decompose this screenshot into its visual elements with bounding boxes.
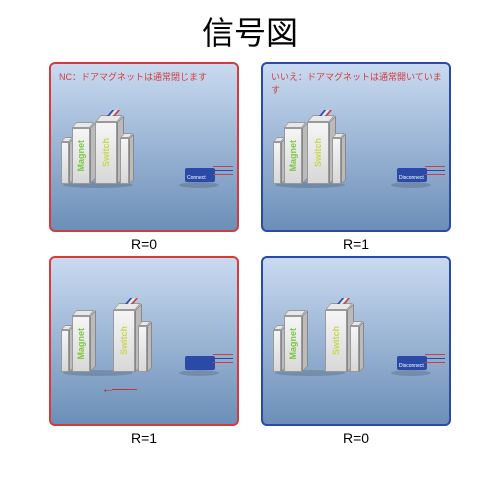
switch-group: Switch bbox=[95, 122, 129, 184]
panel-cell: Magnet Switch ←—— R=1 bbox=[40, 256, 248, 446]
magnet-group: Magnet bbox=[61, 128, 90, 184]
device-box: Magnet bbox=[284, 316, 302, 372]
device-box: Magnet bbox=[284, 128, 302, 184]
connector: Disconnect bbox=[397, 350, 435, 370]
device-box: Switch bbox=[307, 122, 329, 184]
connector-label: Disconnect bbox=[399, 175, 424, 181]
box-label: Switch bbox=[101, 138, 111, 167]
box-label: Switch bbox=[331, 326, 341, 355]
device-box: Magnet bbox=[72, 128, 90, 184]
r-value-label: R=1 bbox=[131, 430, 157, 446]
switch-group: Switch bbox=[113, 310, 147, 372]
r-value-label: R=0 bbox=[131, 236, 157, 252]
device-box bbox=[350, 326, 359, 372]
device-box bbox=[273, 330, 281, 372]
box-label: Magnet bbox=[76, 328, 86, 360]
panel-header: いいえ：ドアマグネットは通常開いています bbox=[271, 70, 449, 96]
box-label: Magnet bbox=[288, 328, 298, 360]
device-box: Switch bbox=[325, 310, 347, 372]
panel: Magnet Switch ←—— bbox=[49, 256, 239, 426]
box-label: Magnet bbox=[76, 140, 86, 172]
device-box bbox=[61, 142, 69, 184]
switch-group: Switch bbox=[325, 310, 359, 372]
connector: Disconnect bbox=[397, 162, 435, 182]
connector: Connect bbox=[185, 162, 223, 182]
panel-cell: いいえ：ドアマグネットは通常開いています Magnet Switch Disconne… bbox=[252, 62, 460, 252]
connector-label: Disconnect bbox=[399, 363, 424, 369]
device-box bbox=[61, 330, 69, 372]
device-box: Switch bbox=[113, 310, 135, 372]
device-box: Switch bbox=[95, 122, 117, 184]
panel-grid: NC：ドアマグネットは通常閉じます Magnet Switch Connect R=0 い… bbox=[0, 62, 500, 446]
panel-header: NC：ドアマグネットは通常閉じます bbox=[59, 70, 207, 83]
device-box: Magnet bbox=[72, 316, 90, 372]
device-box bbox=[138, 326, 147, 372]
panel-cell: NC：ドアマグネットは通常閉じます Magnet Switch Connect R=0 bbox=[40, 62, 248, 252]
device-box bbox=[273, 142, 281, 184]
separation-arrow-icon: ←—— bbox=[101, 380, 134, 396]
panel: Magnet Switch Disconnect bbox=[261, 256, 451, 426]
box-label: Switch bbox=[119, 326, 129, 355]
panel: NC：ドアマグネットは通常閉じます Magnet Switch Connect bbox=[49, 62, 239, 232]
device-box bbox=[120, 138, 129, 184]
box-label: Switch bbox=[313, 138, 323, 167]
magnet-group: Magnet bbox=[273, 316, 302, 372]
connector bbox=[185, 350, 223, 370]
switch-group: Switch bbox=[307, 122, 341, 184]
device-box bbox=[332, 138, 341, 184]
r-value-label: R=0 bbox=[343, 430, 369, 446]
magnet-group: Magnet bbox=[61, 316, 90, 372]
diagram-title: 信号図 bbox=[0, 0, 500, 62]
r-value-label: R=1 bbox=[343, 236, 369, 252]
panel: いいえ：ドアマグネットは通常開いています Magnet Switch Disconne… bbox=[261, 62, 451, 232]
connector-label: Connect bbox=[187, 175, 206, 181]
magnet-group: Magnet bbox=[273, 128, 302, 184]
panel-cell: Magnet Switch Disconnect R=0 bbox=[252, 256, 460, 446]
box-label: Magnet bbox=[288, 140, 298, 172]
